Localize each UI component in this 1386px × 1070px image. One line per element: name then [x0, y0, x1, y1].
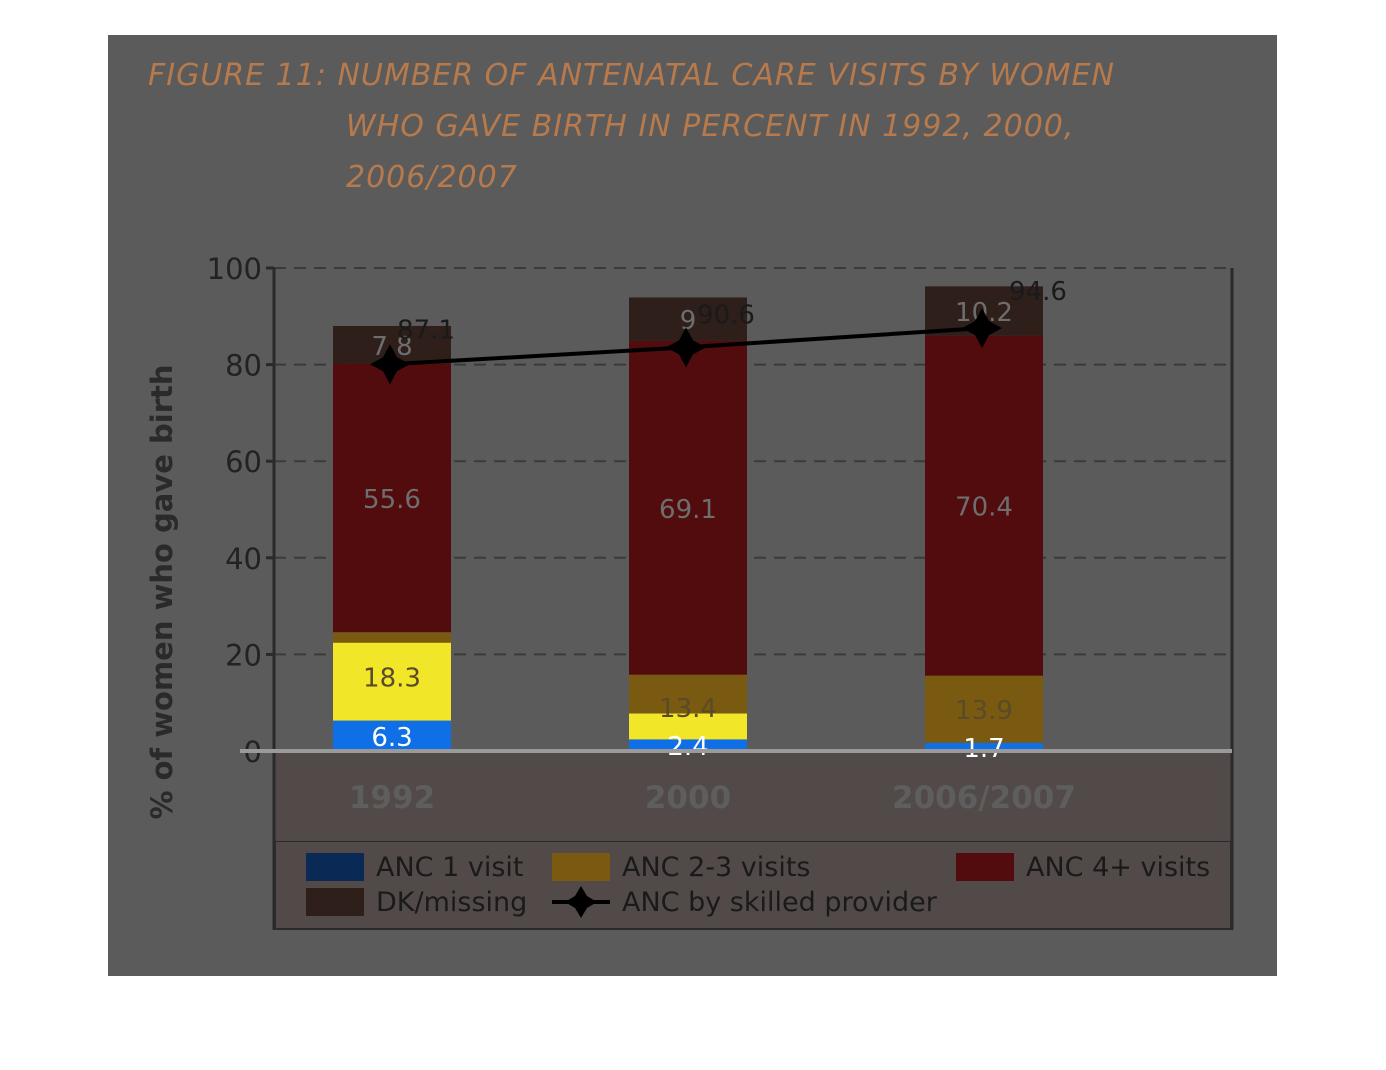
y-tick-label-20: 20 — [225, 638, 262, 672]
bar-segment-anc1-2 — [925, 742, 1043, 751]
legend-swatch-anc4 — [956, 853, 1014, 881]
legend-item-dk: DK/missing — [306, 885, 527, 919]
bar-segment-highlight-0 — [333, 642, 451, 721]
bar-segment-highlight-1 — [629, 713, 747, 740]
data-label-anc1-0: 6.3 — [371, 723, 412, 753]
legend-swatch-anc1 — [306, 853, 364, 881]
data-label-anc1-2: 1.7 — [963, 734, 1004, 764]
bar-segment-anc4-2 — [925, 335, 1043, 676]
y-tick-labels: 020406080100 — [207, 252, 262, 769]
y-tick-label-80: 80 — [225, 349, 262, 383]
legend-item-anc1: ANC 1 visit — [306, 850, 524, 884]
skilled-provider-marker-2 — [962, 308, 1002, 349]
legend-item-skilled: ANC by skilled provider — [552, 885, 937, 919]
skilled-provider-label-2: 94.6 — [1009, 277, 1067, 307]
y-axis-label: % of women who gave birth — [145, 364, 179, 819]
x-tick-labels: 1992 2000 2006/2007 — [349, 780, 1076, 816]
x-tick-label-0: 1992 — [349, 780, 435, 816]
legend-swatch-dk — [306, 888, 364, 916]
data-label-anc23-1: 13.4 — [659, 694, 717, 724]
data-label-anc23-0: 18.3 — [363, 663, 421, 693]
segment-labels: 6.318.355.67.82.413.469.191.713.970.410.… — [363, 298, 1013, 764]
data-label-anc23-2: 13.9 — [955, 696, 1013, 726]
x-axis-band — [274, 751, 1232, 842]
bar-segment-anc4-0 — [333, 363, 451, 633]
skilled-provider-marker-1 — [666, 327, 706, 368]
x-tick-label-1: 2000 — [645, 780, 731, 816]
data-label-anc4-2: 70.4 — [955, 493, 1013, 523]
legend-item-anc23: ANC 2-3 visits — [552, 850, 811, 884]
skilled-provider-label-0: 87.1 — [397, 315, 455, 345]
bar-segment-anc1-0 — [333, 720, 451, 751]
legend-item-anc4: ANC 4+ visits — [956, 850, 1210, 884]
bar-stacks — [333, 286, 1043, 751]
data-label-anc4-1: 69.1 — [659, 495, 717, 525]
figure-title-line-3: 2006/2007 — [346, 160, 518, 195]
y-tick-label-100: 100 — [207, 252, 262, 286]
y-tick-label-60: 60 — [225, 445, 262, 479]
data-label-anc1-1: 2.4 — [667, 732, 708, 762]
skilled-provider-marker-0 — [370, 344, 410, 385]
figure-title-line-2: WHO GAVE BIRTH IN PERCENT IN 1992, 2000, — [346, 109, 1075, 144]
legend-swatch-anc23 — [552, 853, 610, 881]
legend-label-skilled: ANC by skilled provider — [622, 886, 937, 918]
skilled-provider-label-1: 90.6 — [697, 300, 755, 330]
legend-label-anc1: ANC 1 visit — [376, 851, 524, 883]
legend-label-dk: DK/missing — [376, 886, 528, 918]
y-tick-label-40: 40 — [225, 542, 262, 576]
data-label-anc4-0: 55.6 — [363, 485, 421, 515]
x-tick-label-2: 2006/2007 — [892, 780, 1076, 816]
figure-title: FIGURE 11: NUMBER OF ANTENATAL CARE VISI… — [148, 50, 1228, 203]
data-label-dk-1: 9 — [680, 306, 697, 336]
figure-title-line-1: FIGURE 11: NUMBER OF ANTENATAL CARE VISI… — [148, 58, 1115, 93]
skilled-provider-line: 87.1 90.6 94.6 — [370, 277, 1067, 385]
bar-segment-anc23-2 — [925, 675, 1043, 743]
bar-segment-anc4-1 — [629, 340, 747, 675]
legend-label-anc23: ANC 2-3 visits — [622, 851, 811, 883]
legend: ANC 1 visit ANC 2-3 visits ANC 4+ visits… — [274, 842, 1232, 930]
legend-label-anc4: ANC 4+ visits — [1026, 851, 1211, 883]
legend-swatch-skilled-line — [552, 886, 610, 918]
bar-segment-anc1-1 — [629, 739, 747, 751]
